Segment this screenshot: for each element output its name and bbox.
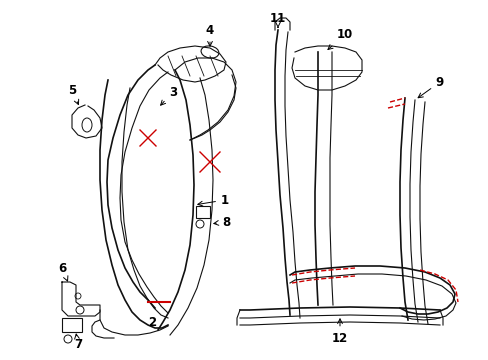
Text: 6: 6	[58, 261, 68, 281]
Text: 9: 9	[417, 76, 443, 98]
Text: 7: 7	[74, 334, 82, 351]
Text: 8: 8	[213, 216, 230, 229]
Text: 10: 10	[327, 28, 352, 49]
Bar	[196, 206, 209, 218]
Bar	[62, 318, 82, 332]
Text: 1: 1	[198, 194, 228, 207]
Text: 5: 5	[68, 84, 79, 104]
Text: 2: 2	[148, 315, 156, 328]
Text: 11: 11	[269, 12, 285, 27]
Text: 12: 12	[331, 319, 347, 345]
Text: 4: 4	[205, 23, 214, 46]
Text: 3: 3	[161, 85, 177, 105]
